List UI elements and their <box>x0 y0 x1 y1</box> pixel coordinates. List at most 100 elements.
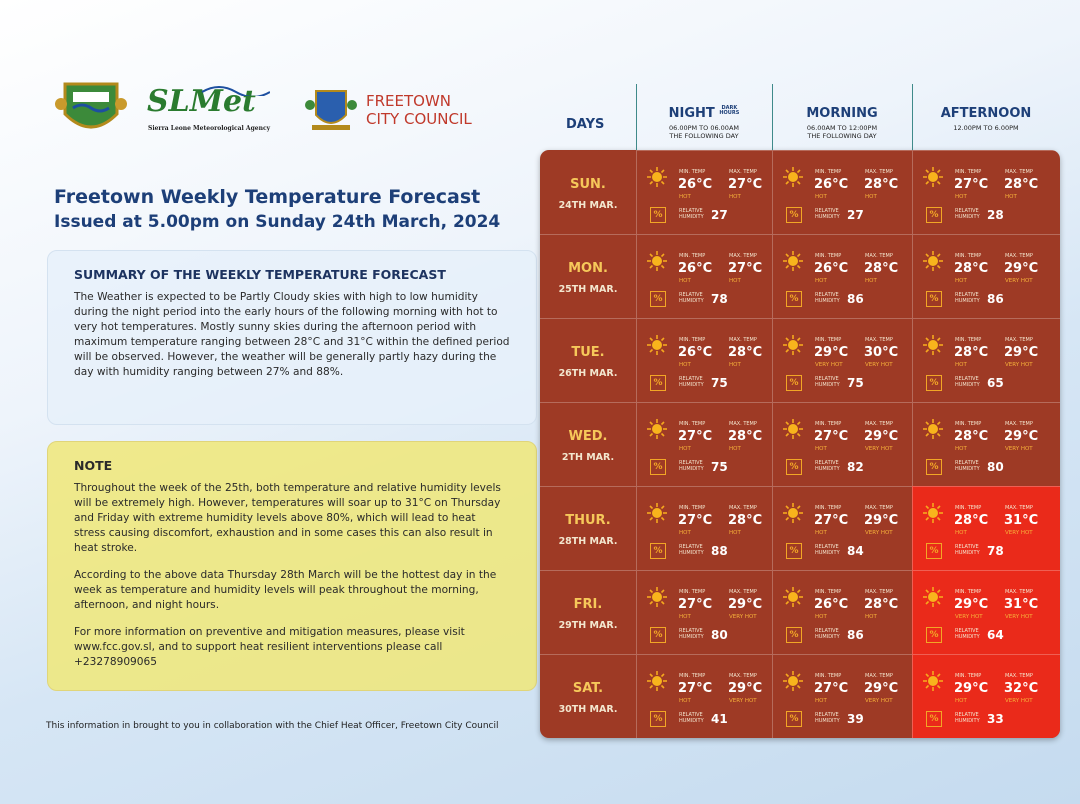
humidity-icon: % <box>650 375 666 391</box>
period-hours-note: THE FOLLOWING DAY <box>669 132 739 140</box>
min-label: MIN. TEMP <box>815 673 842 679</box>
sun-icon <box>647 503 667 527</box>
day-name: THUR. <box>565 513 611 528</box>
max-label: MAX. TEMP <box>1005 169 1033 175</box>
humidity-icon: % <box>650 291 666 307</box>
max-label: MAX. TEMP <box>865 421 893 427</box>
period-note: DARK HOURS <box>719 105 740 116</box>
min-label: MIN. TEMP <box>815 169 842 175</box>
min-desc: HOT <box>679 446 691 452</box>
min-desc: HOT <box>815 698 827 704</box>
min-label: MIN. TEMP <box>955 505 982 511</box>
day-name: FRI. <box>573 597 603 612</box>
coat-of-arms <box>55 82 127 129</box>
humidity-label: RELATIVE HUMIDITY <box>815 376 840 388</box>
row-separator <box>540 486 636 487</box>
humidity-icon: % <box>926 543 942 559</box>
min-desc: HOT <box>955 446 967 452</box>
humidity-icon: % <box>650 711 666 727</box>
max-desc: HOT <box>865 278 877 284</box>
min-temp: 27°C <box>814 429 849 444</box>
max-temp: 28°C <box>1004 177 1039 192</box>
max-desc: HOT <box>729 278 741 284</box>
sun-icon <box>647 335 667 359</box>
row-separator <box>540 402 636 403</box>
min-label: MIN. TEMP <box>679 589 706 595</box>
sun-icon <box>923 587 943 611</box>
min-temp: 28°C <box>954 261 989 276</box>
humidity-label: RELATIVE HUMIDITY <box>679 628 704 640</box>
min-label: MIN. TEMP <box>955 421 982 427</box>
max-temp: 28°C <box>864 597 899 612</box>
max-temp: 28°C <box>864 177 899 192</box>
day-name: TUE. <box>571 345 605 360</box>
sun-icon <box>923 167 943 191</box>
min-label: MIN. TEMP <box>679 169 706 175</box>
header-separator <box>912 84 913 150</box>
day-date: 29TH MAR. <box>558 620 618 631</box>
humidity-icon: % <box>786 291 802 307</box>
min-temp: 29°C <box>814 345 849 360</box>
humidity-label: RELATIVE HUMIDITY <box>955 208 980 220</box>
day-name: WED. <box>568 429 608 444</box>
sun-icon <box>923 335 943 359</box>
humidity-icon: % <box>650 543 666 559</box>
humidity-icon: % <box>926 627 942 643</box>
humidity-label: RELATIVE HUMIDITY <box>815 460 840 472</box>
humidity-value: 33 <box>987 712 1004 726</box>
day-date: 2TH MAR. <box>561 452 615 463</box>
max-desc: VERY HOT <box>1005 698 1033 704</box>
max-desc: VERY HOT <box>1005 614 1033 620</box>
max-label: MAX. TEMP <box>865 253 893 259</box>
sun-icon <box>783 419 803 443</box>
period-name: AFTERNOON <box>912 106 1060 121</box>
note-paragraph: For more information on preventive and m… <box>74 626 465 668</box>
min-desc: HOT <box>679 698 691 704</box>
max-temp: 29°C <box>864 429 899 444</box>
row-separator <box>540 318 636 319</box>
forecast-cell: MIN. TEMP 27°C HOT MAX. TEMP 28°C HOT% RELATIV… <box>636 402 772 486</box>
min-desc: HOT <box>815 614 827 620</box>
humidity-value: 27 <box>711 208 728 222</box>
max-temp: 28°C <box>728 345 763 360</box>
day-date: 30TH MAR. <box>558 704 618 715</box>
max-temp: 28°C <box>864 261 899 276</box>
max-temp: 28°C <box>728 429 763 444</box>
min-desc: HOT <box>679 530 691 536</box>
max-temp: 32°C <box>1004 681 1039 696</box>
humidity-icon: % <box>926 375 942 391</box>
sun-icon <box>923 671 943 695</box>
humidity-label: RELATIVE HUMIDITY <box>955 628 980 640</box>
council-line: FREETOWN <box>366 92 452 110</box>
max-temp: 27°C <box>728 177 763 192</box>
min-label: MIN. TEMP <box>679 673 706 679</box>
humidity-value: 86 <box>847 292 864 306</box>
max-temp: 29°C <box>1004 429 1039 444</box>
sun-icon <box>647 167 667 191</box>
max-label: MAX. TEMP <box>729 505 757 511</box>
max-label: MAX. TEMP <box>729 421 757 427</box>
humidity-label: RELATIVE HUMIDITY <box>679 460 704 472</box>
note-paragraph: Throughout the week of the 25th, both te… <box>74 482 501 554</box>
sun-icon <box>647 587 667 611</box>
min-label: MIN. TEMP <box>815 589 842 595</box>
min-desc: HOT <box>679 614 691 620</box>
humidity-label: RELATIVE HUMIDITY <box>815 292 840 304</box>
day-cell: TUE. 26TH MAR. <box>540 318 636 402</box>
summary-heading: SUMMARY OF THE WEEKLY TEMPERATURE FORECA… <box>74 267 446 282</box>
sun-icon <box>783 587 803 611</box>
logo-wave <box>201 86 270 96</box>
min-temp: 26°C <box>814 177 849 192</box>
period-title: NIGHT <box>668 106 715 121</box>
period-header: AFTERNOON 12.00PM TO 6.00PM <box>912 84 1060 132</box>
min-temp: 27°C <box>678 429 713 444</box>
humidity-icon: % <box>786 711 802 727</box>
min-temp: 26°C <box>814 261 849 276</box>
humidity-value: 82 <box>847 460 864 474</box>
period-hours: 12.00PM TO 6.00PM <box>953 124 1019 132</box>
min-label: MIN. TEMP <box>815 505 842 511</box>
forecast-cell: MIN. TEMP 27°C HOT MAX. TEMP 29°C VERY HOT% RE… <box>636 654 772 738</box>
min-temp: 29°C <box>954 681 989 696</box>
period-name: NIGHT DARK HOURS <box>636 105 772 122</box>
